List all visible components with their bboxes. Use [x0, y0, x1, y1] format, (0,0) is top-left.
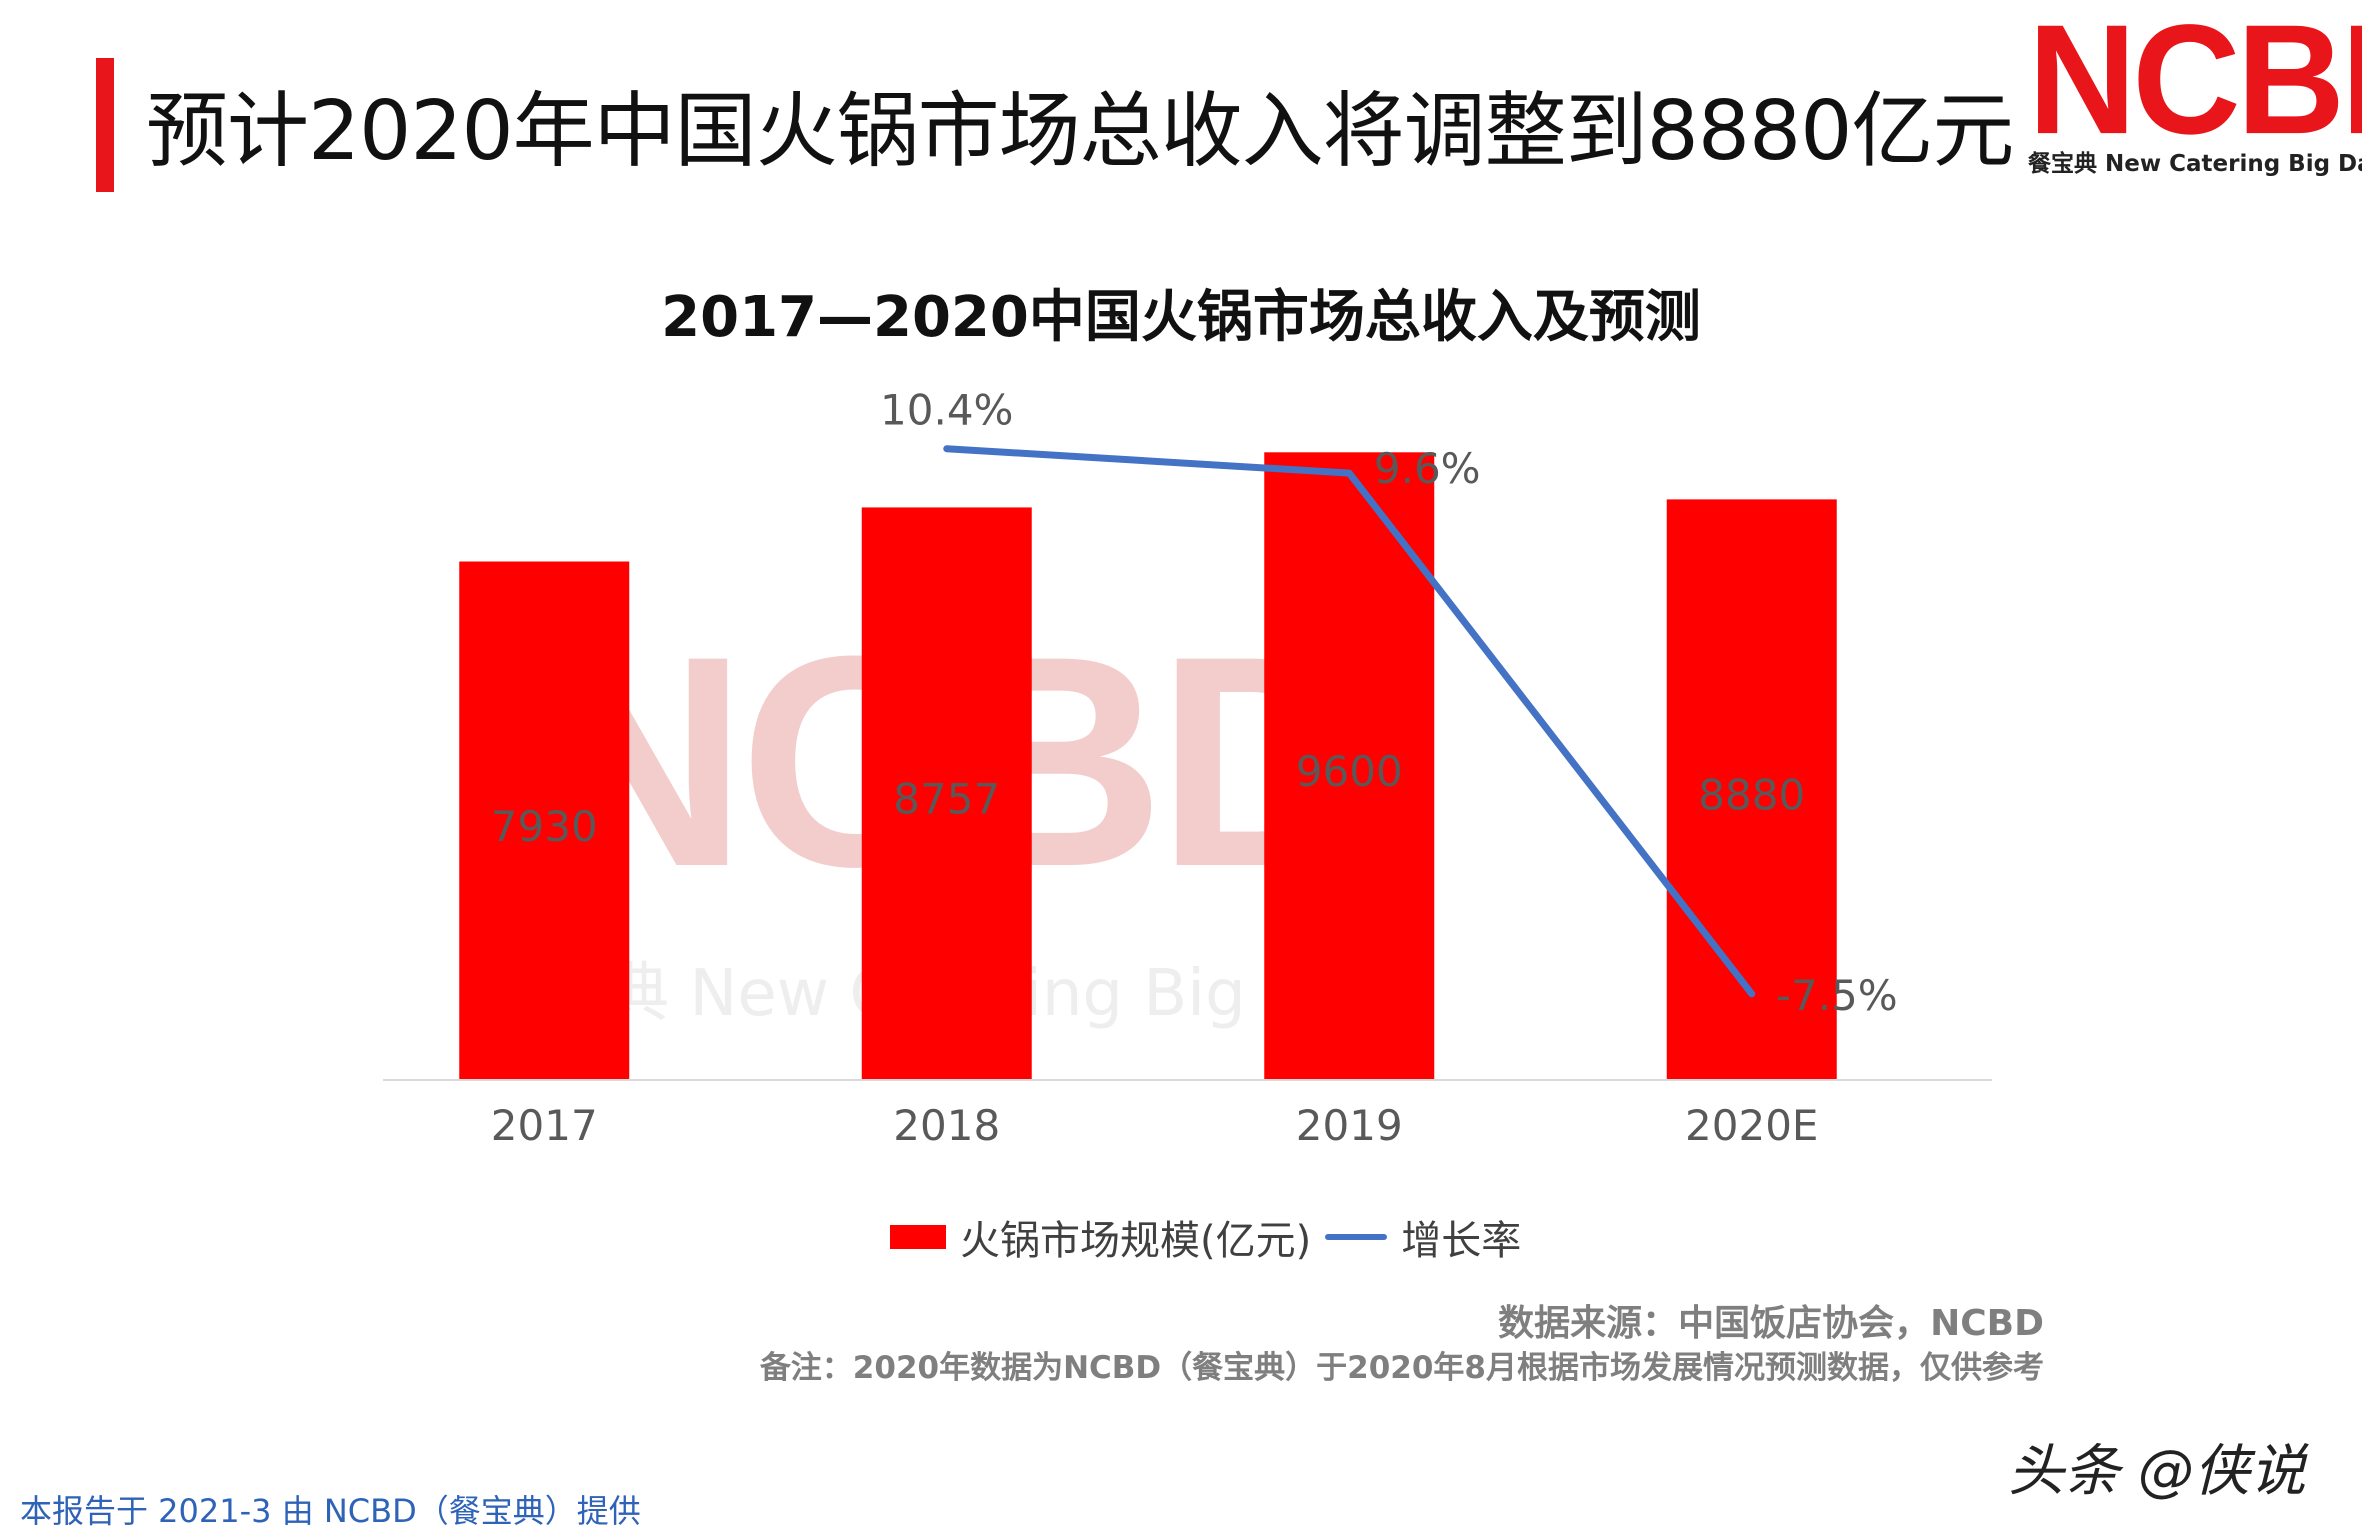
line-label-2019: 9.6% [1374, 444, 1481, 493]
line-label-2018: 10.4% [880, 386, 1013, 435]
legend-label-line: 增长率 [1401, 1218, 1522, 1264]
x-tick-2019: 2019 [1296, 1101, 1403, 1150]
footer-credit: 本报告于 2021-3 由 NCBD（餐宝典）提供 [20, 1492, 641, 1530]
x-tick-2020E: 2020E [1685, 1101, 1818, 1150]
bar-2020E [1666, 499, 1837, 1080]
data-source: 数据来源：中国饭店协会，NCBD [1498, 1303, 2044, 1344]
bar-label-2019: 9600 [1296, 747, 1403, 796]
x-tick-2018: 2018 [893, 1101, 1000, 1150]
corner-watermark: 头条 @侠说 [2008, 1439, 2306, 1504]
chart-svg: NCBD餐宝典 New Catering Big Data79308757960… [383, 386, 1992, 1150]
legend-swatch-bar [890, 1225, 946, 1249]
bar-label-2018: 8757 [893, 775, 1000, 824]
page-title: 预计2020年中国火锅市场总收入将调整到8880亿元 [146, 84, 2014, 179]
bar-label-2017: 7930 [491, 802, 598, 851]
ncbd-logo: NCBD [2028, 0, 2362, 167]
bar-2017 [459, 561, 630, 1080]
chart-plot-area: NCBD餐宝典 New Catering Big Data79308757960… [218, 340, 1992, 1176]
growth-rate-line [943, 445, 1756, 998]
bar-2018 [861, 507, 1032, 1080]
data-note: 备注：2020年数据为NCBD（餐宝典）于2020年8月根据市场发展情况预测数据… [759, 1350, 2044, 1386]
bar-2019 [1264, 452, 1435, 1080]
title-accent-bar [96, 58, 114, 192]
ncbd-logo-subtitle: 餐宝典 New Catering Big Data [2028, 151, 2362, 177]
chart-title: 2017—2020中国火锅市场总收入及预测 [661, 285, 1701, 350]
line-label-2020E: -7.5% [1776, 971, 1898, 1020]
bar-label-2020E: 8880 [1698, 771, 1805, 820]
chart-legend: 火锅市场规模(亿元) 增长率 [890, 1208, 1521, 1266]
legend-swatch-line [1325, 1234, 1388, 1240]
legend-label-bar: 火锅市场规模(亿元) [960, 1218, 1312, 1264]
x-tick-2017: 2017 [491, 1101, 598, 1150]
